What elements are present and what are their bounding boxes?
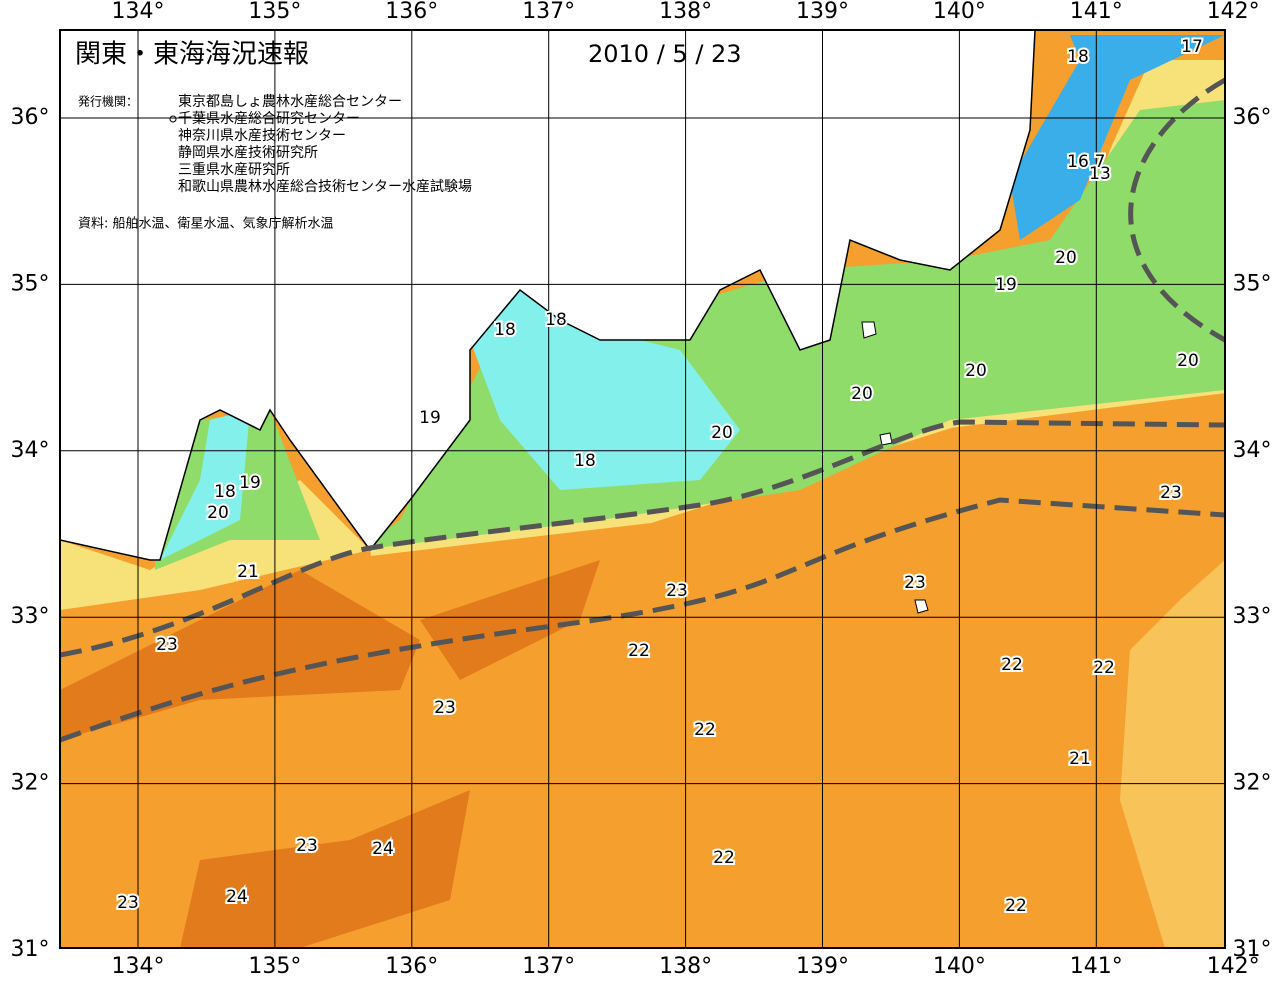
contour-label: 22 — [1093, 658, 1115, 678]
contour-label: 22 — [1005, 896, 1027, 916]
lat-label: 33° — [1233, 604, 1272, 629]
lon-label: 134° — [112, 0, 165, 24]
lat-label: 31° — [11, 937, 50, 962]
contour-label: 24 — [372, 839, 394, 859]
lat-label: 34° — [11, 438, 50, 463]
lon-label: 139° — [796, 0, 849, 24]
map-frame — [59, 29, 1226, 949]
title: 関東・東海海況速報 — [75, 40, 309, 70]
lon-label: 141° — [1070, 0, 1123, 24]
lon-label: 138° — [659, 954, 712, 979]
marker — [169, 115, 177, 123]
contour-label: 18 — [494, 320, 516, 340]
contour-label: 23 — [117, 893, 139, 913]
lat-label: 35° — [1233, 271, 1272, 296]
contour-label: 18 — [1067, 47, 1089, 67]
agencies-label: 発行機関： — [78, 94, 138, 109]
contour-label: 7 — [1095, 152, 1106, 172]
agency: 静岡県水産技術研究所 — [178, 145, 318, 161]
contour-label: 18 — [214, 482, 236, 502]
contour-label: 18 — [545, 310, 567, 330]
agency: 和歌山県農林水産総合技術センター水産試験場 — [178, 179, 472, 195]
lon-label: 134° — [112, 954, 165, 979]
lon-label: 138° — [659, 0, 712, 24]
contour-label: 19 — [239, 473, 261, 493]
contour-label: 20 — [1177, 351, 1199, 371]
lon-label: 141° — [1070, 954, 1123, 979]
lat-label: 32° — [11, 771, 50, 796]
lat-label: 36° — [1233, 105, 1272, 130]
contour-label: 20 — [851, 384, 873, 404]
graticule — [60, 30, 1225, 948]
contour-label: 20 — [207, 503, 229, 523]
contour-label: 21 — [237, 562, 259, 582]
contour-label: 21 — [1069, 749, 1091, 769]
contour-label: 22 — [713, 848, 735, 868]
agency: 東京都島しょ農林水産総合センター — [178, 94, 402, 110]
agency: 三重県水産研究所 — [178, 162, 290, 178]
lat-label: 36° — [11, 105, 50, 130]
lon-label: 139° — [796, 954, 849, 979]
lat-label: 31° — [1233, 937, 1272, 962]
contour-label: 19 — [995, 275, 1017, 295]
lon-label: 140° — [933, 0, 986, 24]
contour-label: 19 — [419, 408, 441, 428]
contour-label: 23 — [296, 836, 318, 856]
agency: 神奈川県水産技術センター — [178, 128, 346, 144]
contour-label: 20 — [711, 423, 733, 443]
contour-label: 23 — [434, 698, 456, 718]
contour-label: 16 — [1067, 152, 1089, 172]
contour-label: 20 — [965, 361, 987, 381]
contour-label: 23 — [904, 573, 926, 593]
lon-label: 137° — [522, 954, 575, 979]
contour-label: 22 — [628, 641, 650, 661]
contour-label: 13 — [1089, 164, 1111, 184]
lon-label: 136° — [385, 0, 438, 24]
lat-label: 32° — [1233, 771, 1272, 796]
lon-label: 142° — [1207, 954, 1260, 979]
lon-label: 142° — [1207, 0, 1260, 24]
lon-label: 135° — [248, 954, 301, 979]
agency-list: 東京都島しょ農林水産総合センター 千葉県水産総合研究センター 神奈川県水産技術セ… — [178, 94, 472, 195]
source: 資料: 船舶水温、衛星水温、気象庁解析水温 — [78, 216, 334, 232]
lon-label: 137° — [522, 0, 575, 24]
contour-label: 23 — [1160, 483, 1182, 503]
contour-label: 24 — [226, 887, 248, 907]
lat-label: 35° — [11, 271, 50, 296]
sea-temperature — [60, 30, 1225, 948]
contour-label: 23 — [156, 635, 178, 655]
contour-label: 20 — [1055, 248, 1077, 268]
lon-label: 135° — [248, 0, 301, 24]
lat-label: 33° — [11, 604, 50, 629]
contour-label: 22 — [694, 720, 716, 740]
contour-label: 17 — [1181, 37, 1203, 57]
date: 2010 / 5 / 23 — [588, 40, 742, 68]
lon-label: 140° — [933, 954, 986, 979]
contour-label: 22 — [1001, 655, 1023, 675]
lon-label: 136° — [385, 954, 438, 979]
contour-label: 23 — [666, 581, 688, 601]
lat-label: 34° — [1233, 438, 1272, 463]
contour-label: 18 — [574, 451, 596, 471]
agency: 千葉県水産総合研究センター — [178, 111, 360, 127]
